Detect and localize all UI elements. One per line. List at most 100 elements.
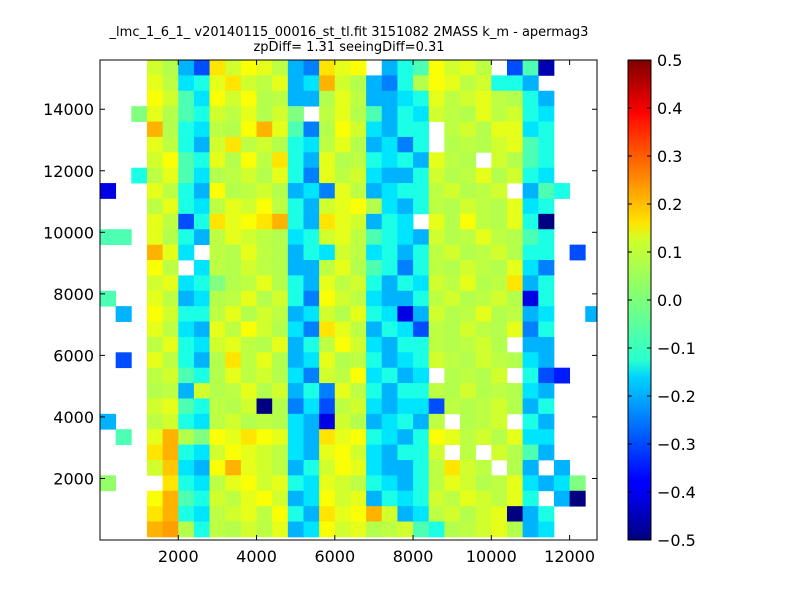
heatmap-cell (413, 290, 430, 307)
heatmap-cell (522, 383, 539, 399)
heatmap-cell (460, 290, 477, 307)
heatmap-cell (381, 152, 398, 169)
heatmap-cell (506, 290, 524, 307)
heatmap-cell (256, 290, 273, 307)
heatmap-cell (413, 460, 430, 476)
heatmap-cell (538, 90, 555, 107)
heatmap-cell (460, 152, 477, 169)
heatmap-cell (413, 336, 430, 353)
heatmap-cell (460, 460, 477, 476)
heatmap-cell (225, 167, 242, 184)
heatmap-cell (146, 290, 164, 307)
heatmap-cell (146, 367, 164, 384)
heatmap-cell (256, 229, 273, 246)
heatmap-cell (240, 352, 257, 369)
heatmap-cell (538, 367, 555, 384)
heatmap-cell (397, 444, 414, 461)
heatmap-cell (522, 290, 539, 307)
heatmap-cell (413, 106, 430, 122)
heatmap-cell (272, 229, 289, 246)
x-tick-label: 8000 (393, 547, 434, 566)
heatmap-cell (287, 136, 304, 153)
heatmap-cell (491, 367, 508, 384)
heatmap-cell (366, 413, 383, 430)
heatmap-cell (366, 290, 383, 307)
heatmap-cell (428, 167, 445, 184)
heatmap-cell (491, 106, 508, 122)
heatmap-cell (178, 136, 195, 153)
heatmap-cell (413, 136, 430, 153)
heatmap-cell (209, 290, 226, 307)
heatmap-cell (209, 60, 226, 76)
heatmap-cell (303, 121, 320, 138)
heatmap-cell (444, 275, 461, 292)
heatmap-cell (193, 213, 210, 230)
heatmap-cell (460, 198, 477, 215)
heatmap-cell (256, 198, 273, 215)
heatmap-cell (225, 429, 242, 446)
heatmap-cell (146, 229, 164, 246)
heatmap-cell (397, 383, 414, 399)
heatmap-cell (272, 260, 289, 276)
heatmap-cell (319, 444, 336, 461)
heatmap-cell (272, 521, 289, 538)
heatmap-cell (522, 183, 539, 199)
heatmap-cell (193, 152, 210, 169)
heatmap-cell (240, 521, 257, 538)
heatmap-cell (287, 506, 304, 522)
heatmap-cell (522, 229, 539, 246)
heatmap-cell (272, 136, 289, 153)
heatmap-cell (334, 413, 351, 430)
heatmap-cell (193, 229, 210, 246)
heatmap-cell (303, 244, 320, 261)
heatmap-cell (225, 306, 242, 322)
y-axis: 2000 4000 6000 8000 10000 12000 14000 (43, 100, 597, 488)
heatmap-cell (366, 306, 383, 322)
heatmap-cell (444, 244, 461, 261)
heatmap-cell (272, 60, 289, 76)
heatmap-cell (193, 306, 210, 322)
heatmap-cell (162, 136, 179, 153)
heatmap-cell (303, 321, 320, 338)
heatmap-cell (428, 413, 445, 430)
heatmap-cell (366, 183, 383, 199)
heatmap-cell (522, 106, 539, 122)
heatmap-cell (209, 183, 226, 199)
heatmap-cell (350, 398, 367, 415)
heatmap-cell (146, 198, 164, 215)
heatmap-cell (240, 198, 257, 215)
heatmap-cell (209, 398, 226, 415)
heatmap-cell (366, 336, 383, 353)
heatmap-cell (162, 275, 179, 292)
heatmap-cell (334, 60, 351, 76)
y-tick-label: 14000 (43, 100, 94, 119)
heatmap-cell (256, 336, 273, 353)
heatmap-cell (428, 60, 445, 76)
heatmap-cell (303, 152, 320, 169)
heatmap-cell (506, 229, 524, 246)
heatmap-cell (287, 321, 304, 338)
heatmap-cell (240, 413, 257, 430)
heatmap-cell (381, 475, 398, 492)
heatmap-cell (178, 152, 195, 169)
heatmap-cell (162, 167, 179, 184)
heatmap-cell (460, 429, 477, 446)
heatmap-cell (319, 336, 336, 353)
heatmap-cell (444, 321, 461, 338)
heatmap-cell (350, 152, 367, 169)
heatmap-cell (366, 136, 383, 153)
heatmap-cell (178, 521, 195, 538)
heatmap-cell (413, 383, 430, 399)
heatmap-cell (162, 229, 179, 246)
heatmap-cell (381, 229, 398, 246)
heatmap-cell (193, 398, 210, 415)
heatmap-cell (428, 260, 445, 276)
heatmap-cell (475, 352, 492, 369)
heatmap-cell (319, 460, 336, 476)
heatmap-cell (240, 90, 257, 107)
heatmap-cell (240, 383, 257, 399)
heatmap-cell (240, 275, 257, 292)
heatmap-cell (366, 444, 383, 461)
heatmap-cell (538, 306, 555, 322)
heatmap-cell (460, 260, 477, 276)
